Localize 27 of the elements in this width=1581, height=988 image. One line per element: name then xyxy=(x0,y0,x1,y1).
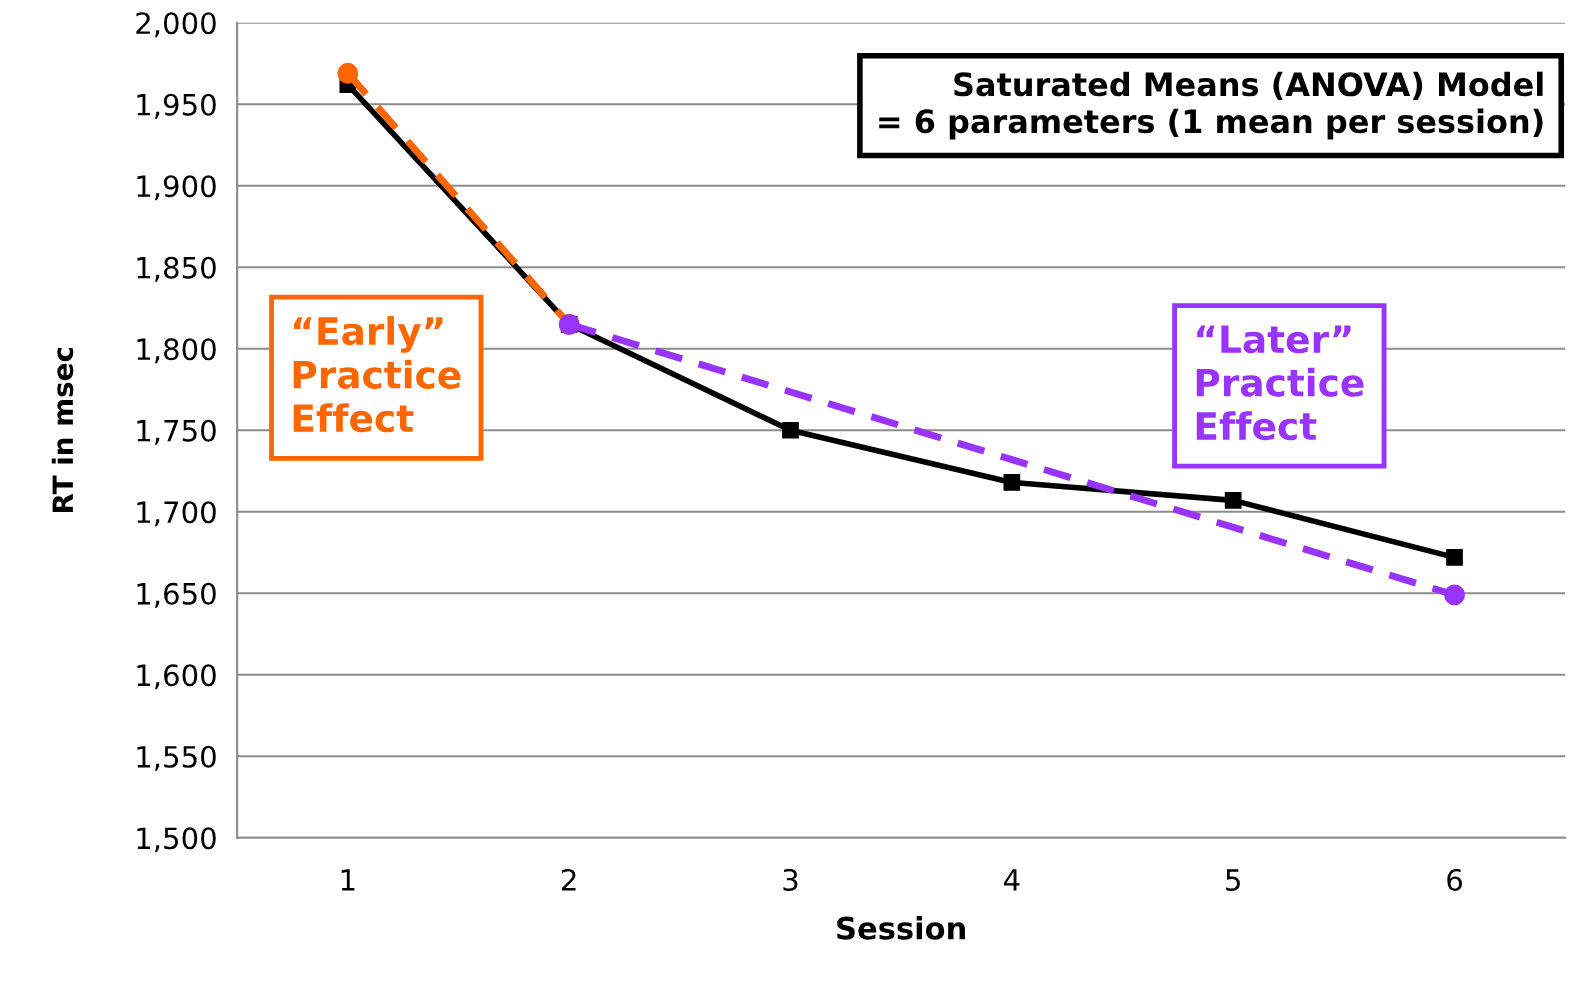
point xyxy=(782,421,799,439)
y-tick-label: 1,850 xyxy=(137,256,216,282)
point xyxy=(337,62,359,84)
x-axis-title: Session xyxy=(837,916,965,940)
y-tick-label: 1,700 xyxy=(137,501,216,527)
y-axis-title: RT in msec xyxy=(51,347,74,512)
x-tick-label: 4 xyxy=(1003,869,1020,891)
x-tick-label: 3 xyxy=(783,868,798,891)
annotation: “Later” Practice Effect xyxy=(1196,325,1364,441)
y-tick-label: 1,550 xyxy=(137,745,216,771)
y-tick-label: 1,600 xyxy=(137,664,216,690)
y-tick-label: 1,650 xyxy=(137,582,216,608)
y-tick-label: 2,000 xyxy=(136,12,216,38)
point xyxy=(1224,492,1242,509)
annotation: “Early” Practice Effect xyxy=(293,316,461,433)
point xyxy=(1003,474,1021,491)
x-tick-label: 1 xyxy=(341,869,355,891)
point xyxy=(1446,549,1463,566)
y-tick-label: 1,900 xyxy=(137,175,216,201)
y-tick-label: 1,800 xyxy=(137,338,216,364)
y-tick-label: 1,500 xyxy=(137,827,216,853)
y-tick-label: 1,950 xyxy=(137,93,216,119)
x-tick-label: 6 xyxy=(1447,868,1462,891)
annotation: Saturated Means (ANOVA) Model = 6 parameters (1 mean per session) xyxy=(879,71,1543,140)
x-tick-label: 2 xyxy=(562,868,576,891)
x-tick-label: 5 xyxy=(1226,869,1240,891)
y-tick-label: 1,750 xyxy=(137,419,216,445)
